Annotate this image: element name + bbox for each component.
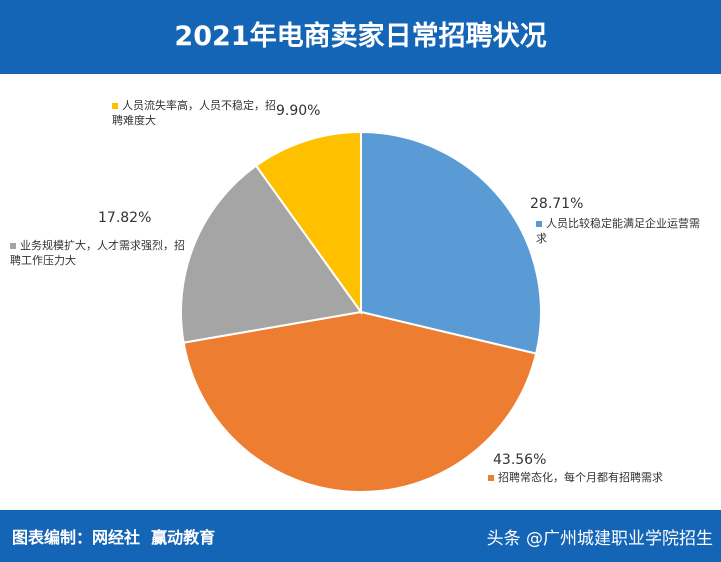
category-label: 人员比较稳定能满足企业运营需求 bbox=[536, 216, 706, 246]
pie-slice bbox=[360, 130, 542, 355]
watermark: 头条 @广州城建职业学院招生 bbox=[486, 529, 713, 549]
chart-title: 2021年电商卖家日常招聘状况 bbox=[0, 0, 721, 74]
legend-swatch bbox=[488, 475, 494, 481]
legend-swatch bbox=[112, 103, 118, 109]
legend-text: 人员比较稳定能满足企业运营需求 bbox=[536, 217, 700, 245]
value-label: 28.71% bbox=[530, 196, 584, 212]
value-label: 17.82% bbox=[98, 210, 152, 226]
pie-slice bbox=[180, 164, 363, 344]
category-label: 招聘常态化，每个月都有招聘需求 bbox=[488, 470, 688, 485]
category-label: 人员流失率高，人员不稳定，招聘难度大 bbox=[112, 98, 277, 128]
credit: 图表编制：网经社 赢动教育 bbox=[12, 528, 216, 547]
legend-text: 业务规模扩大，人才需求强烈，招聘工作压力大 bbox=[10, 239, 185, 267]
pie-slice bbox=[254, 130, 362, 316]
legend-text: 招聘常态化，每个月都有招聘需求 bbox=[498, 471, 663, 484]
legend-swatch bbox=[10, 243, 16, 249]
category-label: 业务规模扩大，人才需求强烈，招聘工作压力大 bbox=[10, 238, 190, 268]
value-label: 9.90% bbox=[276, 103, 321, 119]
footer: 图表编制：网经社 赢动教育 头条 @广州城建职业学院招生 bbox=[0, 510, 721, 562]
legend-text: 人员流失率高，人员不稳定，招聘难度大 bbox=[112, 99, 276, 127]
pie-slice bbox=[182, 310, 538, 493]
value-label: 43.56% bbox=[493, 452, 547, 468]
legend-swatch bbox=[536, 221, 542, 227]
